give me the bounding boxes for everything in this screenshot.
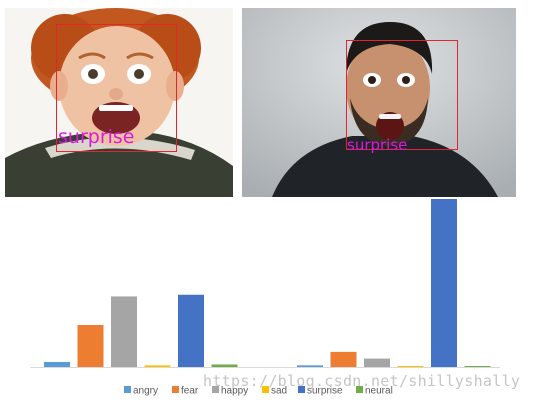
bar-neural-2 (464, 366, 491, 367)
legend-swatch-neural (356, 386, 363, 393)
bar-fear-2 (330, 351, 357, 367)
photo-boy: surprise (5, 8, 233, 197)
legend-label-fear: fear (181, 386, 199, 397)
bar-neural-1 (211, 364, 238, 367)
bar-happy-1 (111, 296, 137, 367)
face-box-man (346, 40, 458, 150)
face-label-boy: surprise (58, 126, 135, 148)
bar-surprise-1 (178, 294, 204, 367)
bar-sad-1 (144, 365, 171, 367)
legend-label-neural: neural (365, 386, 393, 397)
legend-swatch-fear (172, 386, 179, 393)
legend-label-happy: happy (221, 386, 248, 397)
legend: angry fear happy sad surprise neural (124, 386, 393, 397)
watermark: https://blog.csdn.net/shillyshally (203, 372, 521, 390)
face-label-man: surprise (347, 136, 408, 154)
man-illustration (242, 8, 516, 197)
legend-label-angry: angry (133, 386, 158, 397)
bar-happy-2 (364, 358, 390, 367)
legend-swatch-surprise (298, 386, 305, 393)
bar-surprise-2 (431, 199, 457, 367)
legend-swatch-sad (262, 386, 269, 393)
bars-group (44, 199, 491, 367)
bar-angry-1 (44, 361, 70, 367)
face-box-boy (56, 24, 177, 152)
bar-sad-2 (397, 366, 424, 367)
legend-swatch-happy (212, 386, 219, 393)
photo-man: surprise (242, 8, 516, 197)
bar-angry-2 (297, 365, 323, 367)
bar-fear-1 (77, 325, 104, 367)
boy-illustration (5, 8, 233, 197)
legend-swatch-angry (124, 386, 131, 393)
legend-label-sad: sad (271, 386, 287, 397)
legend-label-surprise: surprise (307, 386, 343, 397)
